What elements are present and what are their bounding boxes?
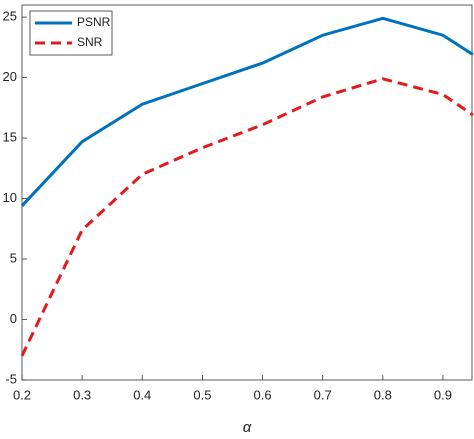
x-tick-label: 0.3 bbox=[73, 387, 91, 402]
line-series bbox=[20, 77, 474, 357]
x-axis-label: α bbox=[243, 419, 252, 436]
y-tick-label: 20 bbox=[3, 69, 17, 84]
plot-area bbox=[21, 4, 473, 381]
x-tick-label: 0.4 bbox=[133, 387, 151, 402]
legend-label: SNR bbox=[77, 35, 103, 49]
y-tick-label: -5 bbox=[5, 371, 17, 386]
x-tick-label: 0.8 bbox=[374, 387, 392, 402]
x-tick-label: 0.9 bbox=[434, 387, 452, 402]
y-tick-label: 25 bbox=[3, 9, 17, 24]
line-series bbox=[20, 16, 474, 207]
x-tick-label: 0.5 bbox=[193, 387, 211, 402]
y-tick-label: 15 bbox=[3, 130, 17, 145]
x-tick-label: 0.2 bbox=[13, 387, 31, 402]
y-tick-label: 0 bbox=[10, 311, 17, 326]
y-tick-label: 5 bbox=[10, 250, 17, 265]
x-tick-label: 0.7 bbox=[314, 387, 332, 402]
legend-box bbox=[29, 10, 113, 56]
y-tick-label: 10 bbox=[3, 190, 17, 205]
x-tick-label: 0.6 bbox=[253, 387, 271, 402]
legend-label: PSNR bbox=[77, 15, 111, 29]
